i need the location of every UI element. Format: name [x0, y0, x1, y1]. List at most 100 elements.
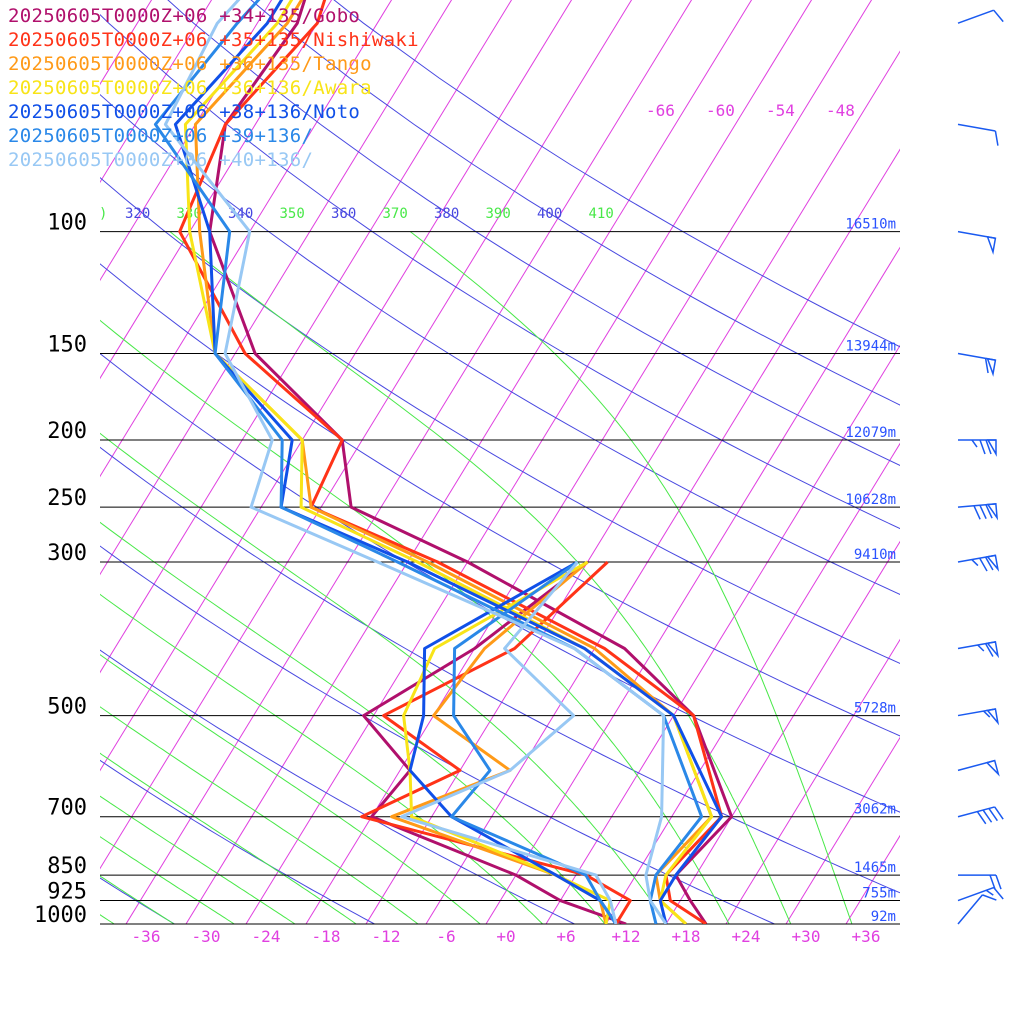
pressure-label: 700	[47, 796, 87, 821]
moist-adiabat-line	[100, 795, 296, 924]
wind-barb	[957, 352, 997, 377]
isotherm-line	[605, 442, 900, 924]
dry-adiabat-line	[100, 759, 376, 924]
isotherm-line	[485, 246, 900, 924]
upper-temperature-label: -48	[826, 101, 855, 120]
isotherm-line	[966, 0, 1024, 924]
moist-adiabat-line	[100, 521, 606, 924]
isotherm-line	[100, 0, 273, 282]
theta-label: 360	[331, 206, 356, 222]
upper-temperature-label: -54	[766, 101, 795, 120]
dry-adiabat-line	[100, 446, 900, 894]
moist-adiabat-line	[100, 875, 176, 924]
dry-adiabat-line	[100, 877, 176, 924]
moist-adiabat-line	[409, 231, 853, 924]
moist-adiabat-line	[100, 432, 668, 924]
isotherm-line	[545, 344, 900, 924]
isotherm-line	[100, 0, 333, 380]
wind-barb	[957, 708, 1000, 726]
dry-adiabat-line	[167, 0, 900, 467]
temperature-tick-label: -6	[436, 927, 455, 946]
theta-label: 400	[537, 206, 562, 222]
pressure-label: 250	[47, 486, 87, 511]
theta-label: 350	[280, 206, 305, 222]
legend-entry: 20250605T0000Z+06 +38+136/Noto	[8, 101, 361, 123]
temperature-tick-label: +0	[496, 927, 515, 946]
dry-adiabat-line	[100, 649, 576, 924]
moist-adiabat-line	[100, 319, 730, 924]
height-label: 13944m	[845, 339, 896, 355]
height-label: 9410m	[854, 547, 896, 563]
wind-barb	[957, 230, 997, 255]
dewpoint-line	[360, 560, 632, 924]
legend: 20250605T0000Z+06 +34+135/Gobo 20250605T0…	[8, 4, 419, 172]
legend-entry: 20250605T0000Z+06 +36+135/Tango	[8, 53, 372, 75]
temperature-tick-label: +12	[612, 927, 641, 946]
dry-adiabat-line	[100, 13, 900, 530]
height-label: 12079m	[845, 425, 896, 441]
temperature-tick-label: +18	[672, 927, 701, 946]
wind-barb	[958, 874, 1002, 890]
pressure-label: 150	[47, 333, 87, 358]
wind-barb	[958, 439, 997, 457]
wind-barb	[957, 894, 997, 925]
wind-barb	[957, 806, 1004, 825]
temperature-tick-label: -36	[132, 927, 161, 946]
wind-barb	[957, 759, 1000, 777]
wind-barb	[957, 554, 1000, 572]
dewpoint-line	[362, 560, 627, 924]
pressure-label: 300	[47, 541, 87, 566]
temperature-tick-label: -18	[312, 927, 341, 946]
upper-temperature-label: -66	[646, 101, 675, 120]
height-label: 92m	[871, 909, 896, 925]
theta-label: 410	[589, 206, 614, 222]
pressure-label: 1000	[34, 903, 87, 928]
temperature-tick-label: -24	[252, 927, 281, 946]
pressure-label: 500	[47, 695, 87, 720]
moist-adiabat-line	[169, 231, 792, 924]
pressure-label: 850	[47, 854, 87, 879]
temperature-line	[183, 0, 714, 924]
wind-barb	[957, 9, 1004, 24]
moist-adiabat-line	[100, 752, 358, 924]
legend-entry: 20250605T0000Z+06 +36+136/Awara	[8, 77, 372, 99]
legend-entry: 20250605T0000Z+06 +34+135/Gobo	[8, 5, 361, 27]
isotherm-line	[100, 0, 213, 184]
theta-label: 320	[125, 206, 150, 222]
wind-barb	[957, 123, 999, 146]
height-label: 10628m	[845, 492, 896, 508]
temperature-tick-label: +30	[792, 927, 821, 946]
theta-label: )	[99, 206, 107, 222]
wind-barb	[957, 886, 1004, 902]
isotherm-line	[425, 148, 900, 924]
temperature-tick-label: -30	[192, 927, 221, 946]
temperature-line	[163, 0, 668, 924]
legend-entry: 20250605T0000Z+06 +39+136/	[8, 125, 314, 147]
temperature-line	[153, 0, 704, 924]
pressure-label: 925	[47, 880, 87, 905]
dry-adiabat-line	[100, 176, 900, 665]
temperature-tick-label: +36	[852, 927, 881, 946]
pressure-label: 100	[47, 211, 87, 236]
dry-adiabat-line	[100, 263, 900, 737]
pressure-label: 200	[47, 419, 87, 444]
moist-adiabat-line	[100, 706, 419, 924]
legend-entry: 20250605T0000Z+06 +35+135/Nishiwaki	[8, 29, 419, 51]
moist-adiabat-line	[100, 654, 481, 924]
temperature-tick-label: +6	[556, 927, 575, 946]
temperature-tick-label: +24	[732, 927, 761, 946]
height-label: 16510m	[845, 217, 896, 233]
isotherm-line	[725, 638, 900, 924]
theta-label: 370	[383, 206, 408, 222]
temperature-tick-label: -12	[372, 927, 401, 946]
isotherm-line	[785, 736, 900, 924]
upper-temperature-label: -60	[706, 101, 735, 120]
theta-label: 380	[434, 206, 459, 222]
height-label: 5728m	[854, 701, 896, 717]
wind-barb	[957, 641, 1000, 659]
moist-adiabat-line	[100, 836, 236, 924]
legend-entry: 20250605T0000Z+06 +40+136/	[8, 149, 314, 171]
dewpoint-line	[408, 560, 618, 924]
height-label: 3062m	[854, 802, 896, 818]
